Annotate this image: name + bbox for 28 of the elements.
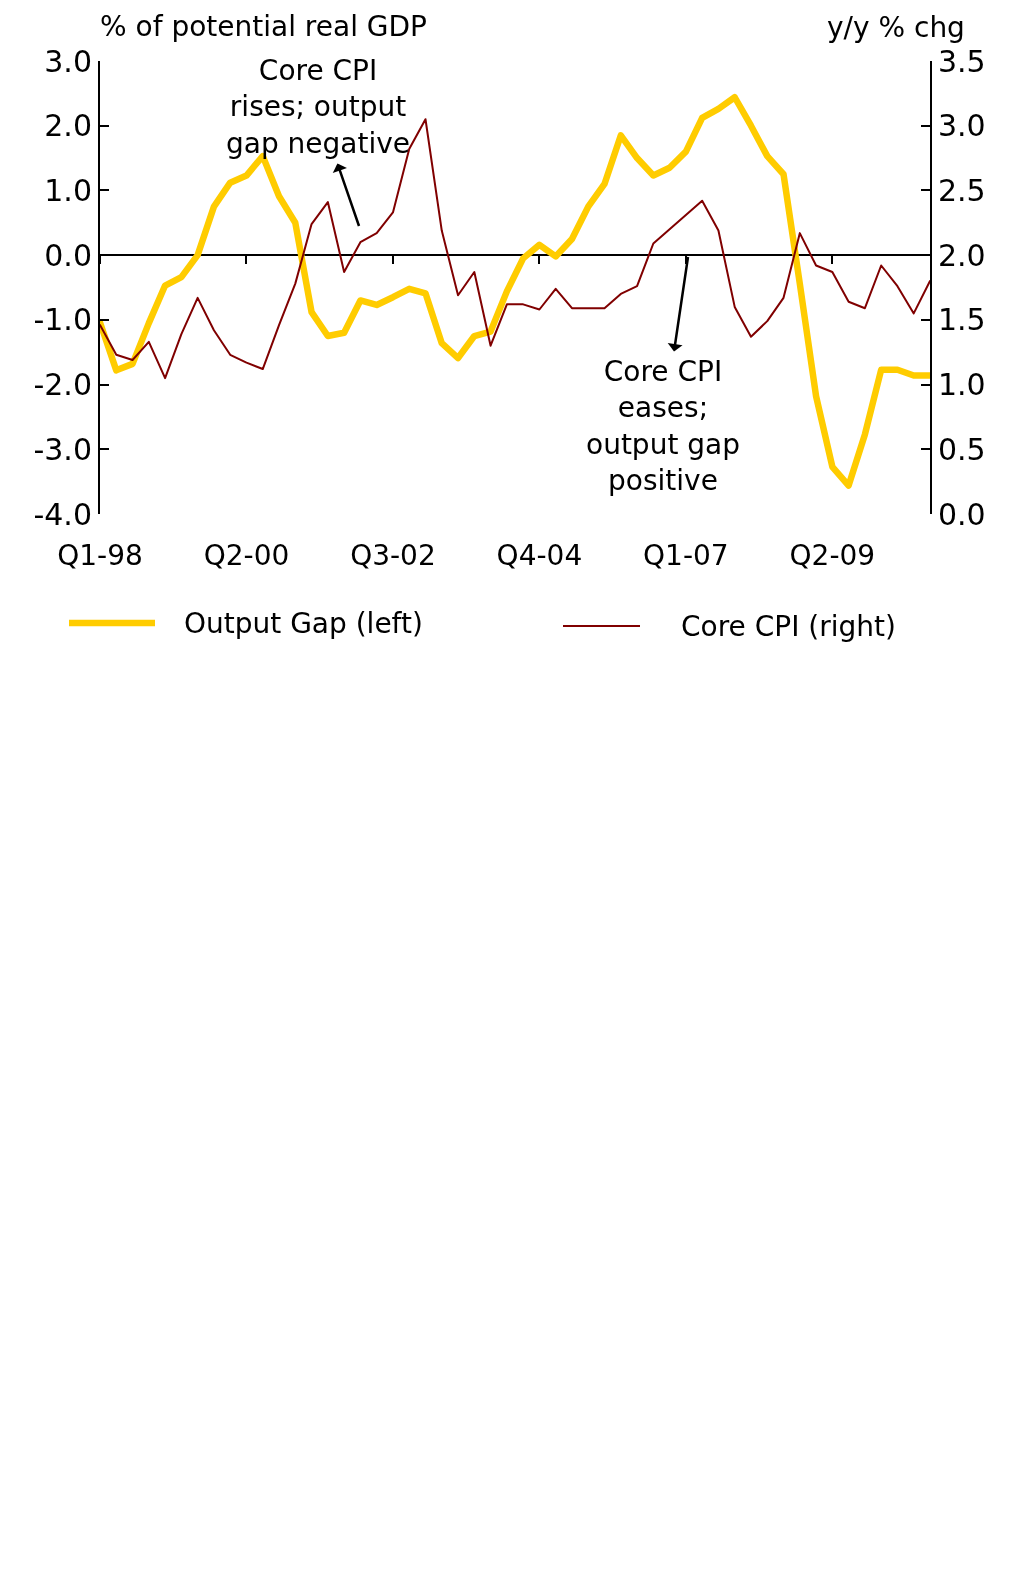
y2-tick-label: 3.0 xyxy=(938,108,986,144)
annotation: Core CPI eases; output gap positive xyxy=(586,355,740,498)
y2-tick-label: 3.5 xyxy=(938,43,986,79)
y-axis-title: % of potential real GDP xyxy=(100,10,427,43)
y2-tick-label: 0.0 xyxy=(938,496,986,532)
y-tick-label: -2.0 xyxy=(33,367,92,403)
y2-tick-label: 0.5 xyxy=(938,431,986,467)
x-tick-label: Q2-00 xyxy=(203,539,290,572)
x-tick-label: Q4-04 xyxy=(496,539,583,572)
legend-label: Core CPI (right) xyxy=(681,610,896,643)
x-tick-label: Q1-07 xyxy=(643,539,729,572)
x-tick-label: Q2-09 xyxy=(789,539,876,572)
x-tick-label: Q3-02 xyxy=(350,539,436,572)
y-tick-label: 2.0 xyxy=(44,108,92,144)
y2-tick-label: 2.5 xyxy=(938,172,986,208)
y-tick-label: 1.0 xyxy=(44,172,92,208)
legend-label: Output Gap (left) xyxy=(184,607,423,640)
y2-axis-title: y/y % chg xyxy=(827,11,965,44)
x-tick-label: Q1-98 xyxy=(57,539,143,572)
y-tick-label: 3.0 xyxy=(44,43,92,79)
y-tick-label: -4.0 xyxy=(33,496,92,532)
y-tick-label: -1.0 xyxy=(33,302,92,338)
y-tick-label: 0.0 xyxy=(44,237,92,273)
y2-tick-label: 1.5 xyxy=(938,302,986,338)
y2-tick-label: 1.0 xyxy=(938,367,986,403)
y2-tick-label: 2.0 xyxy=(938,237,986,273)
y-tick-label: -3.0 xyxy=(33,431,92,467)
annotation: Core CPI rises; output gap negative xyxy=(226,54,411,160)
